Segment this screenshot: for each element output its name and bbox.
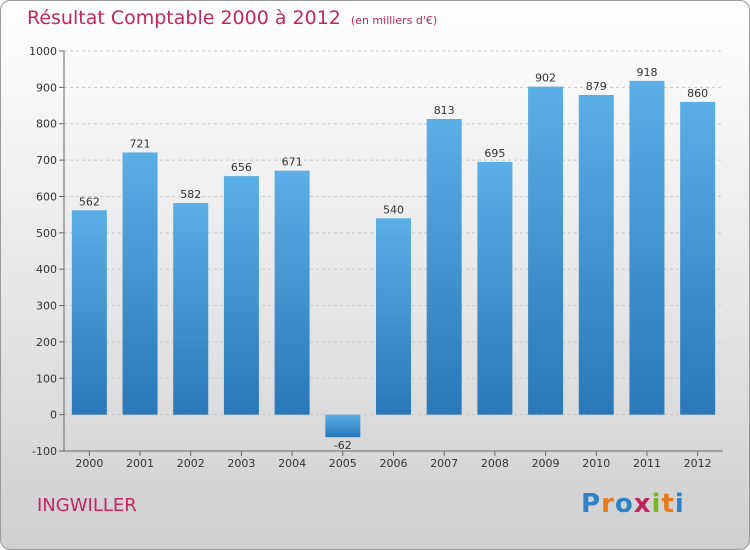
logo-letter: r [601,489,615,519]
chart-subtitle: (en milliers d'€) [350,14,438,27]
data-label: 879 [586,80,607,93]
bar-2011 [629,80,665,415]
bar-2003 [223,176,259,415]
data-label: 813 [434,104,455,117]
data-label: 860 [687,87,708,100]
y-tick-label: 700 [36,154,57,167]
y-tick-label: 800 [36,118,57,131]
bar-2007 [426,119,462,415]
data-label: 562 [79,195,100,208]
data-label: 671 [282,156,303,169]
data-label: 540 [383,203,404,216]
x-tick-label: 2005 [329,457,357,470]
bar-2004 [274,170,310,415]
labels: -100 0 100 200 300 400 500 600 700 800 900 1000 562 2… [29,45,712,470]
logo-letter: t [661,489,675,519]
data-label: 918 [636,66,657,79]
bar-2001 [122,152,158,415]
logo-letter: o [614,489,634,519]
logo-letter: x [633,489,652,519]
bar-2005 [325,414,361,438]
bar-2008 [477,161,513,415]
x-tick-label: 2006 [380,457,408,470]
y-tick-label: 300 [36,300,57,313]
bar-2012 [680,101,716,415]
data-label: 582 [180,188,201,201]
x-tick-label: 2004 [278,457,306,470]
x-tick-label: 2003 [227,457,255,470]
logo-letter: i [674,489,685,519]
y-tick-label: 400 [36,263,57,276]
logo-letter: P [581,489,602,519]
bar-2009 [528,86,564,415]
x-tick-label: 2007 [430,457,458,470]
x-tick-label: 2010 [582,457,610,470]
x-tick-label: 2000 [75,457,103,470]
bar-2010 [578,95,614,415]
data-label: 902 [535,72,556,85]
bar-2002 [173,203,209,415]
proxiti-logo[interactable]: Proxiti [581,489,685,519]
bars [71,80,716,438]
data-label: 721 [130,137,151,150]
bar-2006 [376,218,411,415]
chart-title: Résultat Comptable 2000 à 2012 (en millie… [27,7,437,29]
x-tick-label: 2002 [177,457,205,470]
data-label: 656 [231,161,252,174]
y-tick-label: -100 [32,445,57,458]
y-tick-label: 100 [36,372,57,385]
title-text: Résultat Comptable 2000 à 2012 [27,7,341,29]
data-label: 695 [484,147,505,160]
y-tick-label: 600 [36,190,57,203]
y-tick-label: 500 [36,227,57,240]
x-tick-label: 2008 [481,457,509,470]
y-tick-label: 200 [36,336,57,349]
x-tick-label: 2012 [684,457,712,470]
y-tick-label: 1000 [29,45,57,58]
axes [59,50,723,456]
x-tick-label: 2001 [126,457,154,470]
x-tick-label: 2011 [633,457,661,470]
data-label: -62 [334,439,352,452]
y-tick-label: 0 [50,409,57,422]
bar-2000 [71,210,107,415]
commune-name: INGWILLER [37,495,137,516]
x-tick-label: 2009 [532,457,560,470]
logo-letter: i [651,489,662,519]
y-tick-label: 900 [36,81,57,94]
